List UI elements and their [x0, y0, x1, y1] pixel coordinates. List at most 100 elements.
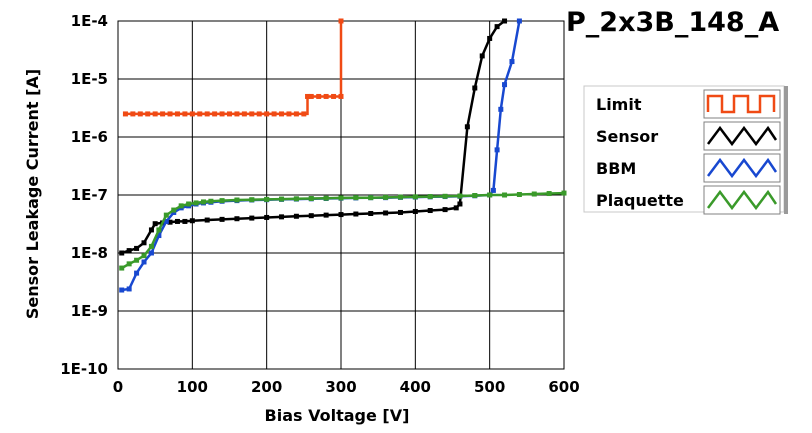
legend-swatch-bbm — [703, 153, 781, 183]
y-tick-label: 1E-4 — [71, 12, 108, 30]
data-point-bbm — [156, 233, 162, 239]
data-point-plaquette — [368, 195, 374, 201]
series-plaquette — [119, 190, 567, 271]
data-point-plaquette — [546, 191, 552, 197]
data-point-plaquette — [561, 190, 567, 196]
y-tick-label: 1E-6 — [71, 128, 108, 146]
data-point-sensor — [126, 248, 132, 254]
data-point-sensor — [219, 216, 225, 222]
data-point-plaquette — [156, 227, 162, 233]
legend-label-limit: Limit — [596, 95, 642, 114]
data-point-plaquette — [516, 192, 522, 198]
x-tick-label: 500 — [474, 378, 505, 396]
data-point-sensor — [494, 24, 500, 30]
data-point-sensor — [338, 212, 344, 218]
data-point-sensor — [464, 124, 470, 130]
y-tick-label: 1E-5 — [71, 70, 108, 88]
data-point-plaquette — [178, 203, 184, 209]
data-point-plaquette — [323, 195, 329, 201]
data-point-plaquette — [148, 243, 154, 249]
data-point-sensor — [167, 219, 173, 225]
grid — [118, 21, 564, 369]
data-point-plaquette — [338, 195, 344, 201]
x-tick-label: 600 — [548, 378, 579, 396]
data-point-limit — [204, 111, 210, 117]
data-point-plaquette — [531, 191, 537, 197]
data-point-sensor — [204, 217, 210, 223]
data-point-limit — [279, 111, 285, 117]
y-axis-title: Sensor Leakage Current [A] — [23, 69, 42, 319]
data-point-sensor — [134, 245, 140, 251]
data-point-plaquette — [279, 196, 285, 202]
data-point-limit — [323, 93, 329, 99]
data-point-plaquette — [427, 194, 433, 200]
data-point-sensor — [353, 211, 359, 217]
data-point-plaquette — [293, 196, 299, 202]
data-point-limit — [241, 111, 247, 117]
y-tick-label: 1E-9 — [71, 302, 108, 320]
data-point-limit — [227, 111, 232, 117]
data-point-plaquette — [200, 199, 206, 205]
series-limit — [122, 18, 344, 117]
data-point-bbm — [119, 287, 125, 293]
data-point-limit — [189, 111, 195, 117]
legend-label-bbm: BBM — [596, 159, 636, 178]
data-point-sensor — [152, 221, 158, 227]
data-point-sensor — [119, 250, 125, 256]
x-tick-label: 200 — [251, 378, 282, 396]
data-point-plaquette — [171, 207, 177, 213]
data-point-sensor — [383, 210, 389, 216]
data-point-limit — [145, 111, 151, 117]
data-point-limit — [122, 111, 128, 117]
data-point-plaquette — [353, 195, 359, 201]
data-point-bbm — [163, 218, 169, 224]
data-point-plaquette — [442, 193, 448, 199]
data-point-sensor — [472, 85, 478, 91]
data-point-sensor — [148, 227, 154, 233]
legend-line-sensor — [707, 125, 778, 147]
data-point-sensor — [234, 216, 240, 222]
data-point-bbm — [134, 270, 140, 276]
x-tick-label: 400 — [400, 378, 431, 396]
data-point-plaquette — [193, 200, 199, 206]
legend-line-limit — [706, 94, 776, 114]
legend-label-plaquette: Plaquette — [596, 191, 684, 210]
series-layer — [119, 18, 567, 293]
data-point-plaquette — [208, 198, 214, 204]
data-point-bbm — [490, 187, 496, 193]
data-point-plaquette — [163, 212, 169, 218]
data-point-limit — [308, 93, 314, 99]
data-point-sensor — [308, 213, 314, 219]
data-point-limit — [249, 111, 255, 117]
data-point-limit — [160, 111, 166, 117]
legend-shadow — [784, 86, 788, 214]
y-tick-label: 1E-7 — [71, 186, 108, 204]
data-point-plaquette — [502, 192, 508, 198]
data-point-sensor — [457, 201, 463, 207]
data-point-sensor — [412, 208, 418, 214]
data-point-limit — [152, 111, 158, 117]
data-point-bbm — [498, 106, 504, 112]
data-point-sensor — [174, 218, 180, 224]
data-point-limit — [234, 111, 240, 117]
data-point-limit — [271, 111, 277, 117]
data-point-sensor — [182, 218, 188, 224]
data-point-plaquette — [186, 201, 192, 207]
ticks: 0 100 200 300 400 500 600 1E-4 1E-5 1E-6 1E-7 1E-8 1… — [60, 12, 579, 396]
data-point-limit — [212, 111, 218, 117]
data-point-plaquette — [383, 194, 389, 200]
legend-line-bbm — [707, 157, 778, 179]
data-point-plaquette — [134, 257, 140, 263]
data-point-sensor — [249, 215, 255, 221]
data-point-plaquette — [457, 193, 463, 199]
data-point-limit — [301, 111, 307, 117]
x-tick-label: 100 — [177, 378, 208, 396]
data-point-plaquette — [126, 261, 132, 267]
data-point-sensor — [323, 212, 329, 218]
data-point-limit — [264, 111, 270, 117]
data-point-limit — [331, 93, 337, 99]
data-point-sensor — [279, 214, 285, 220]
data-point-bbm — [509, 59, 515, 65]
y-tick-label: 1E-8 — [71, 244, 108, 262]
